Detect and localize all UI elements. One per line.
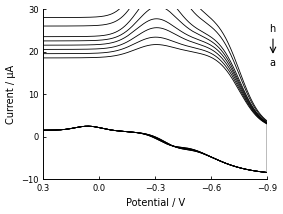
Text: h: h (270, 24, 276, 34)
X-axis label: Potential / V: Potential / V (126, 198, 185, 208)
Text: a: a (270, 58, 276, 68)
Y-axis label: Current / μA: Current / μA (6, 64, 16, 124)
